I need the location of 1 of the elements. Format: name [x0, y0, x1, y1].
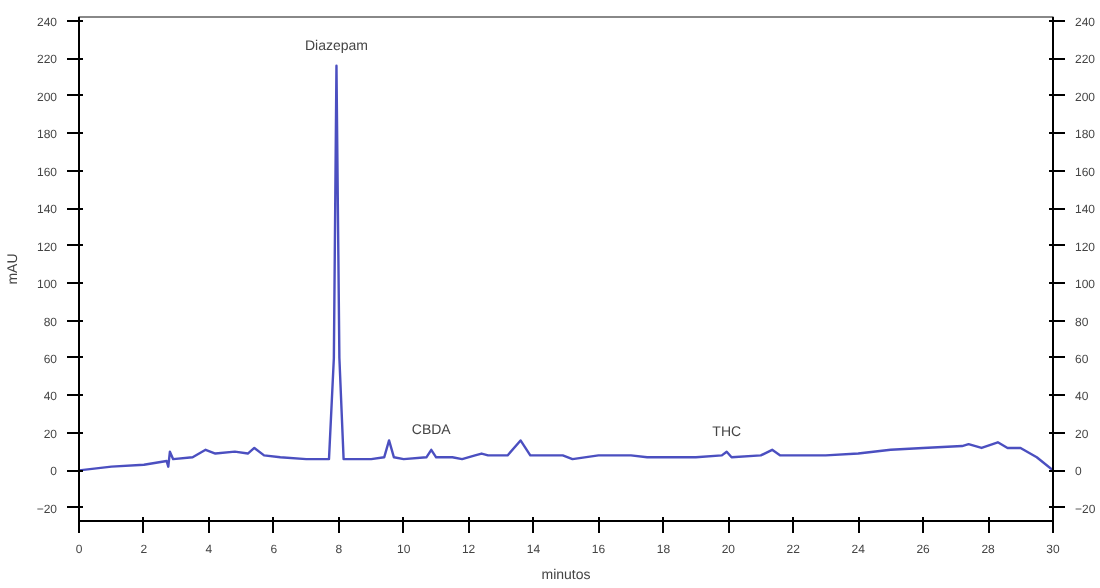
line-series	[79, 64, 1053, 472]
